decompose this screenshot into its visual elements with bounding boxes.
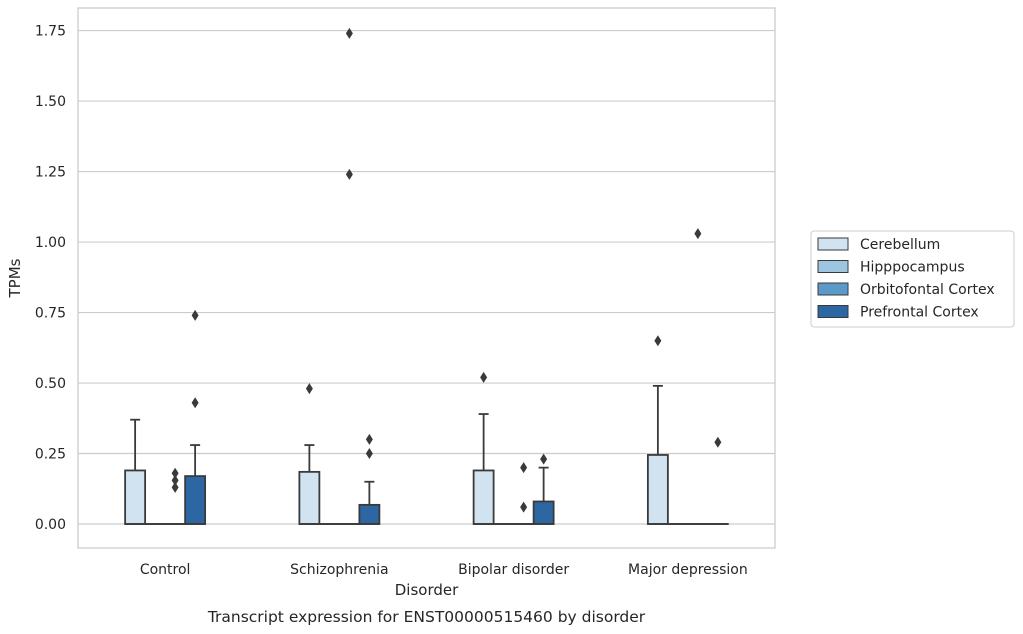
outlier-point [171,467,179,479]
y-axis-title: TPMs [6,258,24,298]
y-tick-label: 0.50 [35,376,66,392]
plot-area [78,8,775,548]
outlier-point [480,371,488,383]
x-tick-label: Control [140,562,191,578]
outlier-point [365,433,373,445]
chart-caption: Transcript expression for ENST0000051546… [207,608,646,626]
outlier-point [694,228,702,240]
outlier-point [714,436,722,448]
box [472,469,495,525]
legend-swatch [817,305,849,318]
box [646,454,669,525]
x-tick-labels: Control Schizophrenia Bipolar disorder Majo… [140,562,748,578]
box [358,503,381,525]
legend-swatch [817,282,849,296]
legend-swatch [817,237,849,251]
legend-label: Hipppocampus [860,260,965,276]
y-tick-label: 1.50 [35,94,66,110]
series-prefrontal-cortex [184,309,729,525]
y-tick-label: 1.00 [35,235,66,251]
series-cerebellum [124,335,669,525]
y-tick-label: 0.75 [35,306,66,322]
y-tick-label: 0.00 [35,517,66,533]
box [298,470,321,525]
y-tick-label: 1.75 [35,24,66,40]
box [184,475,207,525]
outlier-point [520,462,528,474]
outlier-point [345,27,353,39]
outlier-point [305,383,313,395]
outlier-point [654,335,662,347]
legend: Cerebellum Hipppocampus Orbitofontal Corte… [810,230,1015,328]
box [124,469,147,525]
x-tick-label: Bipolar disorder [458,562,569,578]
y-tick-label: 1.25 [35,165,66,181]
box-series [124,27,729,525]
plot-frame [77,7,776,549]
outlier-point [191,397,199,409]
outlier-point [365,448,373,460]
legend-frame [810,230,1015,328]
x-tick-label: Schizophrenia [290,562,388,578]
legend-label: Orbitofontal Cortex [860,282,995,298]
outlier-point [540,453,548,465]
box [532,500,555,525]
legend-label: Prefrontal Cortex [860,305,979,321]
y-tick-label: 0.25 [35,447,66,463]
outlier-point [520,501,528,513]
x-axis-title: Disorder [395,581,459,599]
legend-label: Cerebellum [860,237,940,253]
outlier-point [191,309,199,321]
y-tick-labels: 0.00 0.25 0.50 0.75 1.00 1.25 1.50 1.75 [35,24,66,533]
legend-swatch [817,260,849,273]
outlier-point [171,481,179,493]
x-tick-label: Major depression [628,562,748,578]
outlier-point [345,168,353,180]
outlier-point [171,474,179,486]
